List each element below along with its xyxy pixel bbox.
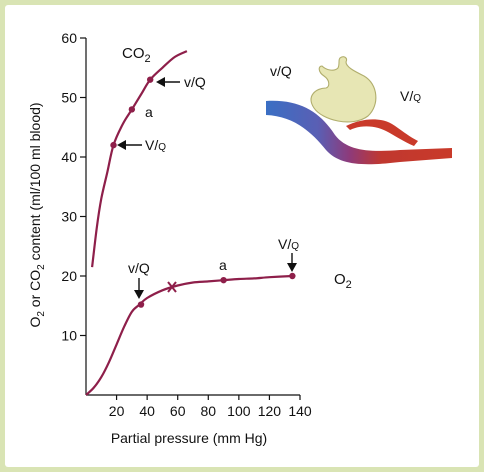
y-axis-title: O2 or CO2 content (ml/100 ml blood)	[27, 102, 47, 327]
o2-series-label: O2	[334, 271, 352, 291]
y-tick-label: 30	[61, 209, 77, 225]
o2-vq-high-annotation: V/Q	[278, 236, 299, 272]
o2-data-point	[137, 301, 145, 308]
y-tick-label: 60	[61, 30, 77, 46]
y-tick-label: 40	[61, 149, 77, 165]
co2-series-label: CO2	[122, 45, 151, 65]
o2-series-line	[85, 274, 293, 396]
co2-arterial-label: a	[145, 104, 153, 120]
co2-vq-high-annotation: v/Q	[156, 74, 206, 90]
x-tick-label: 120	[258, 403, 282, 419]
y-tick-label: 20	[61, 268, 77, 284]
svg-text:O2 or CO2 content (ml/100 ml b: O2 or CO2 content (ml/100 ml blood)	[27, 102, 47, 327]
o2-data-point	[220, 276, 227, 284]
svg-text:v/Q: v/Q	[184, 74, 206, 90]
x-axis-title: Partial pressure (mm Hg)	[111, 430, 267, 446]
o2-arterial-label: a	[219, 257, 227, 273]
x-tick-label: 40	[139, 403, 155, 419]
x-tick-label: 80	[200, 403, 216, 419]
x-tick-label: 60	[170, 403, 186, 419]
diagram-vq-small-label: v/Q	[270, 63, 292, 79]
svg-text:v/Q: v/Q	[128, 260, 150, 276]
diagram-vq-large-label: V/Q	[400, 88, 421, 104]
y-tick-label: 50	[61, 90, 77, 106]
chart-frame	[5, 5, 479, 467]
co2-vq-low-annotation: V/Q	[117, 137, 166, 153]
co2-series-line	[91, 50, 188, 268]
o2-vq-low-annotation: v/Q	[128, 260, 150, 299]
y-tick-label: 10	[61, 328, 77, 344]
svg-text:V/Q: V/Q	[278, 236, 299, 252]
co2-data-point	[128, 106, 136, 113]
x-tick-label: 140	[288, 403, 312, 419]
o2-data-point	[289, 272, 296, 280]
vq-diagram: v/Q V/Q	[266, 56, 452, 165]
svg-text:V/Q: V/Q	[145, 137, 166, 153]
x-tick-label: 100	[227, 403, 251, 419]
co2-data-point	[110, 141, 117, 149]
vessel-illustration	[266, 100, 452, 165]
co2-data-point	[147, 76, 154, 83]
vessel-branch	[346, 119, 418, 146]
x-tick-label: 20	[109, 403, 125, 419]
alveolus-illustration	[310, 56, 377, 123]
o2-x-marker	[167, 281, 177, 293]
